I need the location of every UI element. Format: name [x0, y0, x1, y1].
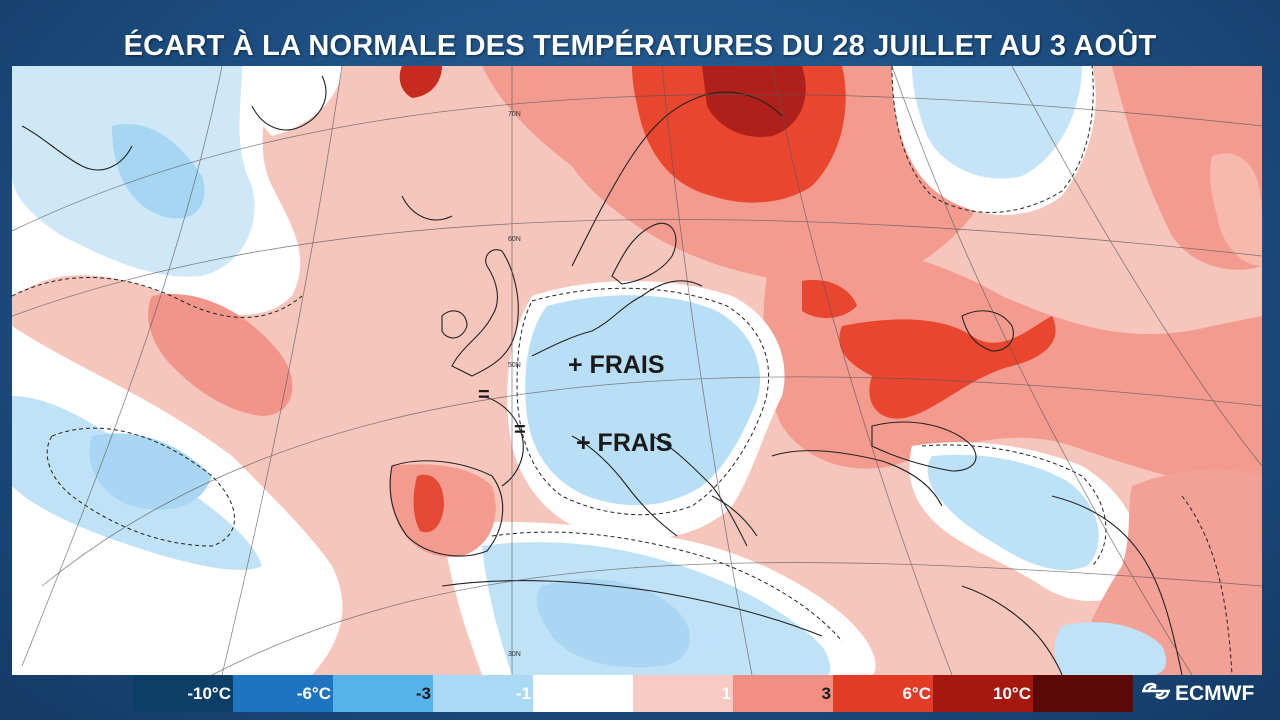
- anomaly-map-graphic: [12, 66, 1262, 675]
- legend-swatch: [533, 675, 633, 712]
- cooler-label-south: + FRAIS: [576, 429, 673, 457]
- legend-label: 6°C: [902, 684, 931, 703]
- ecmwf-logo-icon: [1140, 680, 1172, 708]
- color-scale-labels: -10°C -6°C -3 -1 0 1 3 6°C 10°C: [133, 675, 1133, 712]
- map-title: ÉCART À LA NORMALE DES TEMPÉRATURES DU 2…: [123, 30, 1157, 62]
- legend-swatch: [1033, 675, 1133, 712]
- normal-label-2: =: [514, 419, 526, 441]
- legend-swatch: [233, 675, 333, 712]
- legend-swatch: [433, 675, 533, 712]
- legend-label: -3: [415, 684, 431, 703]
- legend-swatch: [133, 675, 233, 712]
- legend-label: 1: [721, 684, 731, 703]
- latitude-label-50n: 50N: [508, 362, 521, 369]
- ecmwf-name: ECMWF: [1175, 682, 1255, 705]
- legend-label: 10°C: [993, 684, 1031, 703]
- ecmwf-brand: ECMWF: [1140, 680, 1275, 708]
- legend-label: -1: [515, 684, 531, 703]
- latitude-label-60n: 60N: [508, 236, 521, 243]
- legend-swatch: [333, 675, 433, 712]
- color-scale-legend: [133, 675, 1133, 712]
- normal-label-1: =: [478, 384, 490, 406]
- legend-label: -10°C: [187, 684, 231, 703]
- latitude-label-70n: 70N: [508, 111, 521, 118]
- legend-swatch: [933, 675, 1033, 712]
- legend-label: 0: [621, 684, 631, 703]
- legend-swatch: [833, 675, 933, 712]
- latitude-label-30n: 30N: [508, 651, 521, 658]
- legend-label: -6°C: [296, 684, 331, 703]
- legend-swatch: [633, 675, 733, 712]
- legend-swatch: [733, 675, 833, 712]
- temperature-anomaly-map: 70N 60N 50N 30N + FRAIS + FRAIS = =: [12, 66, 1262, 675]
- legend-label: 3: [821, 684, 831, 703]
- anomaly-contours: [12, 66, 1233, 675]
- graticule: [12, 66, 1262, 675]
- cooler-label-north: + FRAIS: [568, 351, 665, 379]
